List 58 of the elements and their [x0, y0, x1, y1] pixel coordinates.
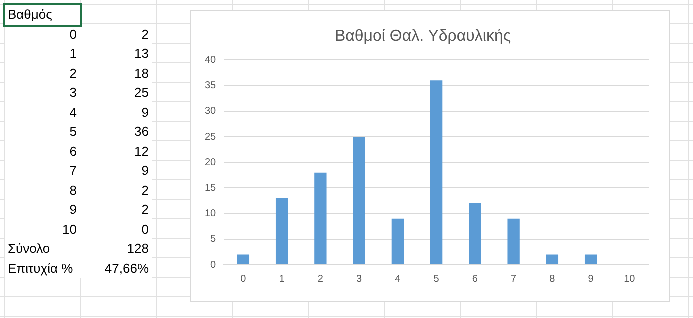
text: 9 — [80, 161, 152, 180]
text: 128 — [80, 239, 152, 258]
y-tick-label: 30 — [205, 106, 217, 118]
text: 9 — [5, 200, 80, 220]
x-tick-label: 8 — [550, 274, 556, 285]
text: 47,66% — [80, 258, 152, 278]
bar — [430, 80, 443, 264]
y-tick-label: 40 — [205, 54, 217, 66]
x-tick-label: 7 — [511, 274, 518, 285]
y-tick-label: 0 — [210, 260, 217, 271]
chart-title: Βαθμοί Θαλ. Υδραυλικής — [334, 28, 512, 46]
text: 36 — [80, 122, 152, 142]
bar — [584, 254, 598, 264]
bar — [314, 172, 327, 264]
x-tick-label: 1 — [279, 274, 286, 285]
y-tick-label: 25 — [205, 132, 217, 143]
bar — [546, 254, 559, 264]
x-tick-label: 4 — [395, 274, 402, 285]
x-tick-label: 6 — [472, 274, 478, 285]
text: Επιτυχία % — [5, 258, 80, 278]
y-tick-label: 20 — [205, 157, 217, 168]
bar — [469, 204, 482, 264]
text: 8 — [5, 180, 80, 200]
bar — [508, 218, 520, 264]
text: 0 — [80, 220, 152, 239]
bar — [392, 218, 404, 264]
text: 1 — [5, 44, 80, 64]
y-tick-label: 5 — [210, 234, 217, 246]
text: 7 — [5, 161, 80, 180]
text: 3 — [5, 83, 80, 102]
text: 2 — [80, 180, 152, 200]
text: 18 — [80, 64, 152, 83]
x-tick-label: 0 — [240, 274, 247, 285]
text: 4 — [5, 102, 80, 122]
x-tick-label: 5 — [434, 274, 440, 285]
text: Βαθμός — [5, 5, 80, 24]
x-tick-label: 3 — [356, 274, 363, 285]
text: 13 — [80, 44, 152, 64]
x-tick-label: 10 — [624, 274, 636, 285]
bar — [237, 254, 250, 264]
y-tick-label: 35 — [205, 80, 217, 92]
text: 6 — [5, 142, 80, 161]
y-tick-label: 10 — [205, 208, 217, 220]
text: Σύνολο — [5, 239, 80, 258]
text: 10 — [5, 220, 80, 239]
text: 12 — [80, 142, 152, 161]
text: 9 — [80, 102, 152, 122]
text: 25 — [80, 83, 152, 102]
text: 5 — [5, 122, 80, 142]
text: 2 — [80, 200, 152, 220]
y-tick-label: 15 — [205, 182, 217, 194]
x-tick-label: 2 — [318, 274, 324, 285]
text: 2 — [5, 64, 80, 83]
text: 0 — [5, 24, 80, 44]
bar — [276, 198, 288, 264]
bar — [353, 137, 366, 264]
text: 2 — [80, 24, 152, 44]
x-tick-label: 9 — [588, 274, 594, 285]
